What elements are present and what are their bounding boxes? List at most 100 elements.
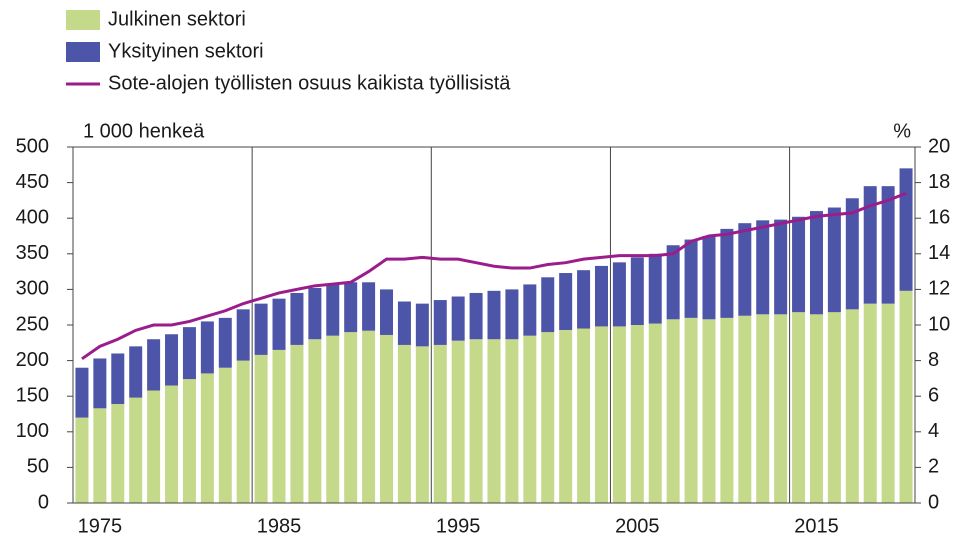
bar: [344, 332, 358, 503]
bar: [200, 373, 214, 503]
bar: [272, 349, 286, 503]
bar: [648, 323, 662, 503]
bar: [469, 292, 483, 340]
y2-tick-label: 2: [928, 456, 939, 478]
bar: [863, 186, 877, 304]
bar: [218, 367, 232, 503]
bar: [738, 315, 752, 503]
bar: [594, 265, 608, 327]
y-tick-label: 300: [16, 278, 49, 300]
bar: [505, 339, 519, 503]
bar: [792, 312, 806, 503]
y-tick-label: 450: [16, 171, 49, 193]
x-tick-label: 2015: [794, 515, 839, 537]
y-tick-label: 0: [38, 491, 49, 513]
y2-tick-label: 12: [928, 278, 950, 300]
legend-label: Yksityinen sektori: [108, 40, 264, 62]
bar: [756, 220, 770, 315]
bar: [182, 327, 196, 380]
bar: [738, 223, 752, 316]
bar: [612, 262, 626, 327]
bar: [666, 319, 680, 503]
bar: [147, 339, 161, 391]
bar: [505, 289, 519, 340]
bar: [129, 346, 143, 398]
bar: [469, 339, 483, 503]
bar: [487, 290, 501, 340]
bar: [594, 326, 608, 503]
y2-tick-label: 14: [928, 242, 950, 264]
bar: [541, 332, 555, 503]
bar: [541, 277, 555, 333]
bar: [254, 354, 268, 503]
bar: [218, 317, 232, 368]
bar: [308, 287, 322, 340]
y2-tick-label: 0: [928, 491, 939, 513]
bar: [827, 312, 841, 503]
bar: [75, 417, 89, 503]
bar: [362, 330, 376, 503]
y2-tick-label: 20: [928, 135, 950, 157]
bar: [397, 301, 411, 345]
bar: [182, 379, 196, 503]
bar: [756, 314, 770, 503]
y2-tick-label: 18: [928, 171, 950, 193]
bar: [326, 284, 340, 336]
bar: [433, 344, 447, 503]
bar: [75, 367, 89, 418]
bar: [433, 300, 447, 345]
bar: [415, 303, 429, 347]
y-tick-label: 100: [16, 420, 49, 442]
bar: [523, 284, 537, 336]
bar: [93, 358, 107, 409]
y2-tick-label: 16: [928, 206, 950, 228]
bar: [254, 303, 268, 355]
bar: [630, 257, 644, 325]
bar: [899, 168, 913, 291]
x-tick-label: 1985: [257, 515, 302, 537]
bar: [827, 207, 841, 313]
bar: [577, 270, 591, 329]
legend-label: Sote-alojen työllisten osuus kaikista ty…: [108, 72, 511, 94]
y2-axis-label: %: [893, 120, 911, 142]
bar: [684, 239, 698, 318]
line: [81, 191, 907, 361]
bar: [863, 303, 877, 503]
x-tick-label: 2005: [615, 515, 660, 537]
x-tick-label: 1995: [436, 515, 481, 537]
bar: [845, 309, 859, 503]
y2-tick-label: 8: [928, 349, 939, 371]
bar: [899, 290, 913, 503]
bar: [809, 211, 823, 315]
legend-swatch: [66, 10, 100, 30]
bar: [523, 335, 537, 503]
bar: [451, 340, 465, 503]
bar: [111, 353, 125, 405]
bar: [451, 296, 465, 341]
bar: [380, 289, 394, 335]
bar: [290, 292, 304, 345]
bar: [129, 397, 143, 503]
bar: [630, 325, 644, 503]
bar: [415, 346, 429, 503]
bar: [147, 390, 161, 503]
y-axis-label: 1 000 henkeä: [83, 120, 205, 142]
bar: [845, 198, 859, 310]
bar: [487, 339, 501, 503]
bar: [702, 319, 716, 503]
bar: [774, 314, 788, 503]
bar: [290, 344, 304, 503]
bar: [362, 282, 376, 331]
legend-swatch: [66, 42, 100, 62]
bar: [236, 360, 250, 503]
bar: [720, 317, 734, 503]
y-tick-label: 350: [16, 242, 49, 264]
legend-label: Julkinen sektori: [108, 8, 246, 30]
bar: [93, 408, 107, 503]
bar: [344, 282, 358, 333]
bar: [774, 219, 788, 315]
bar: [326, 335, 340, 503]
bar: [720, 228, 734, 318]
bar: [881, 186, 895, 304]
